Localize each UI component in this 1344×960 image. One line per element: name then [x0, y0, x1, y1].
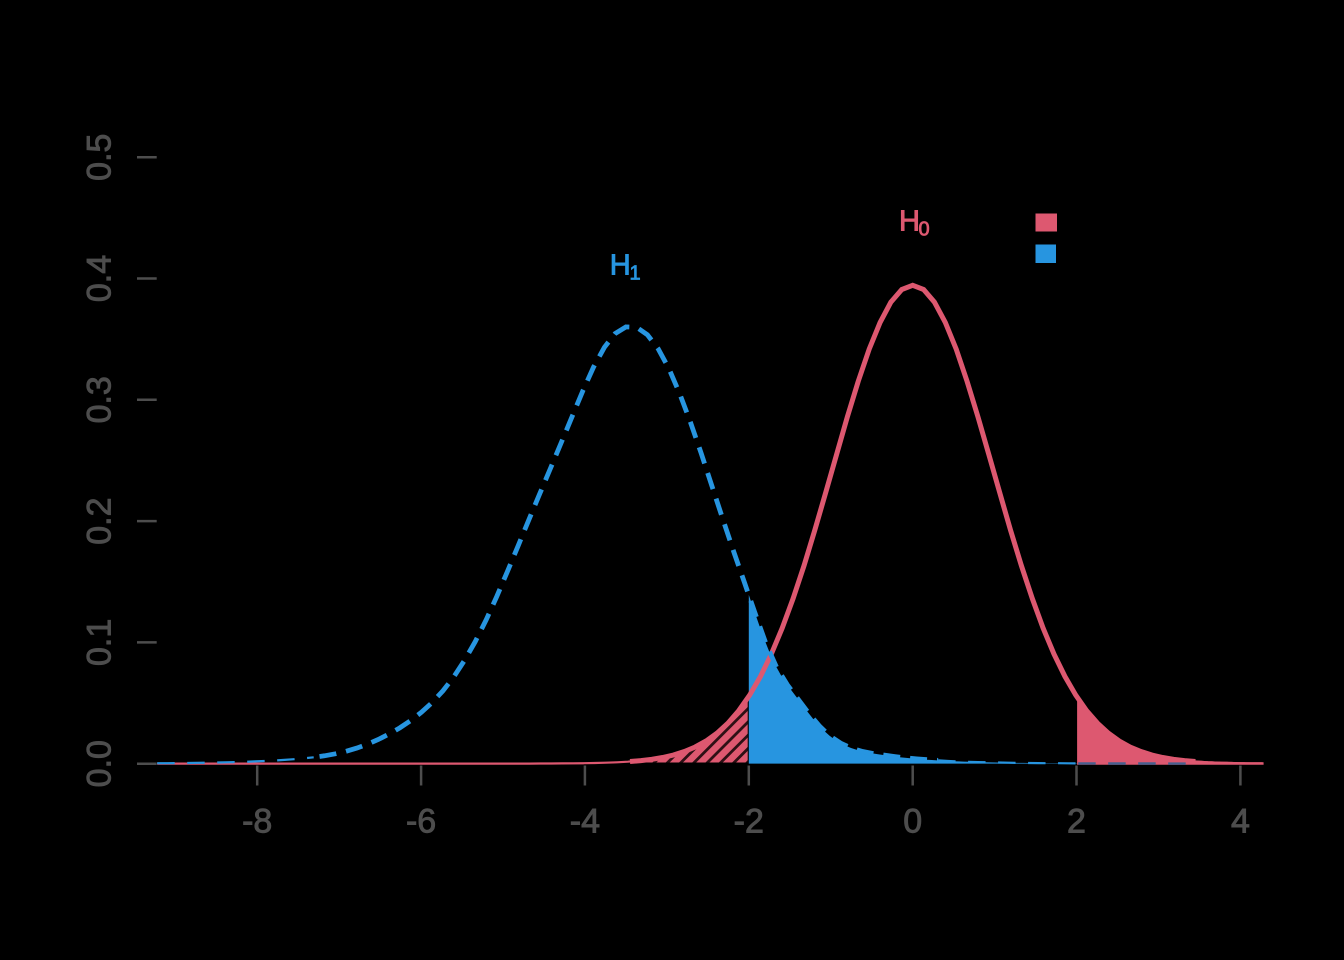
svg-text:4: 4: [1231, 803, 1250, 841]
svg-text:0.2: 0.2: [81, 497, 119, 544]
svg-text:-8: -8: [242, 803, 272, 841]
svg-text:2: 2: [1067, 803, 1086, 841]
svg-text:1: 1: [630, 262, 641, 284]
svg-text:0: 0: [919, 219, 930, 241]
svg-text:0.5: 0.5: [81, 134, 119, 181]
svg-text:0.0: 0.0: [81, 740, 119, 787]
svg-text:-2: -2: [734, 803, 764, 841]
svg-text:-4: -4: [570, 803, 600, 841]
svg-text:0.3: 0.3: [81, 376, 119, 423]
svg-text:H: H: [610, 250, 631, 282]
svg-text:H: H: [899, 206, 920, 238]
svg-text:0.1: 0.1: [81, 619, 119, 666]
svg-text:0.4: 0.4: [81, 255, 119, 302]
svg-text:-6: -6: [406, 803, 436, 841]
svg-text:0: 0: [903, 803, 922, 841]
